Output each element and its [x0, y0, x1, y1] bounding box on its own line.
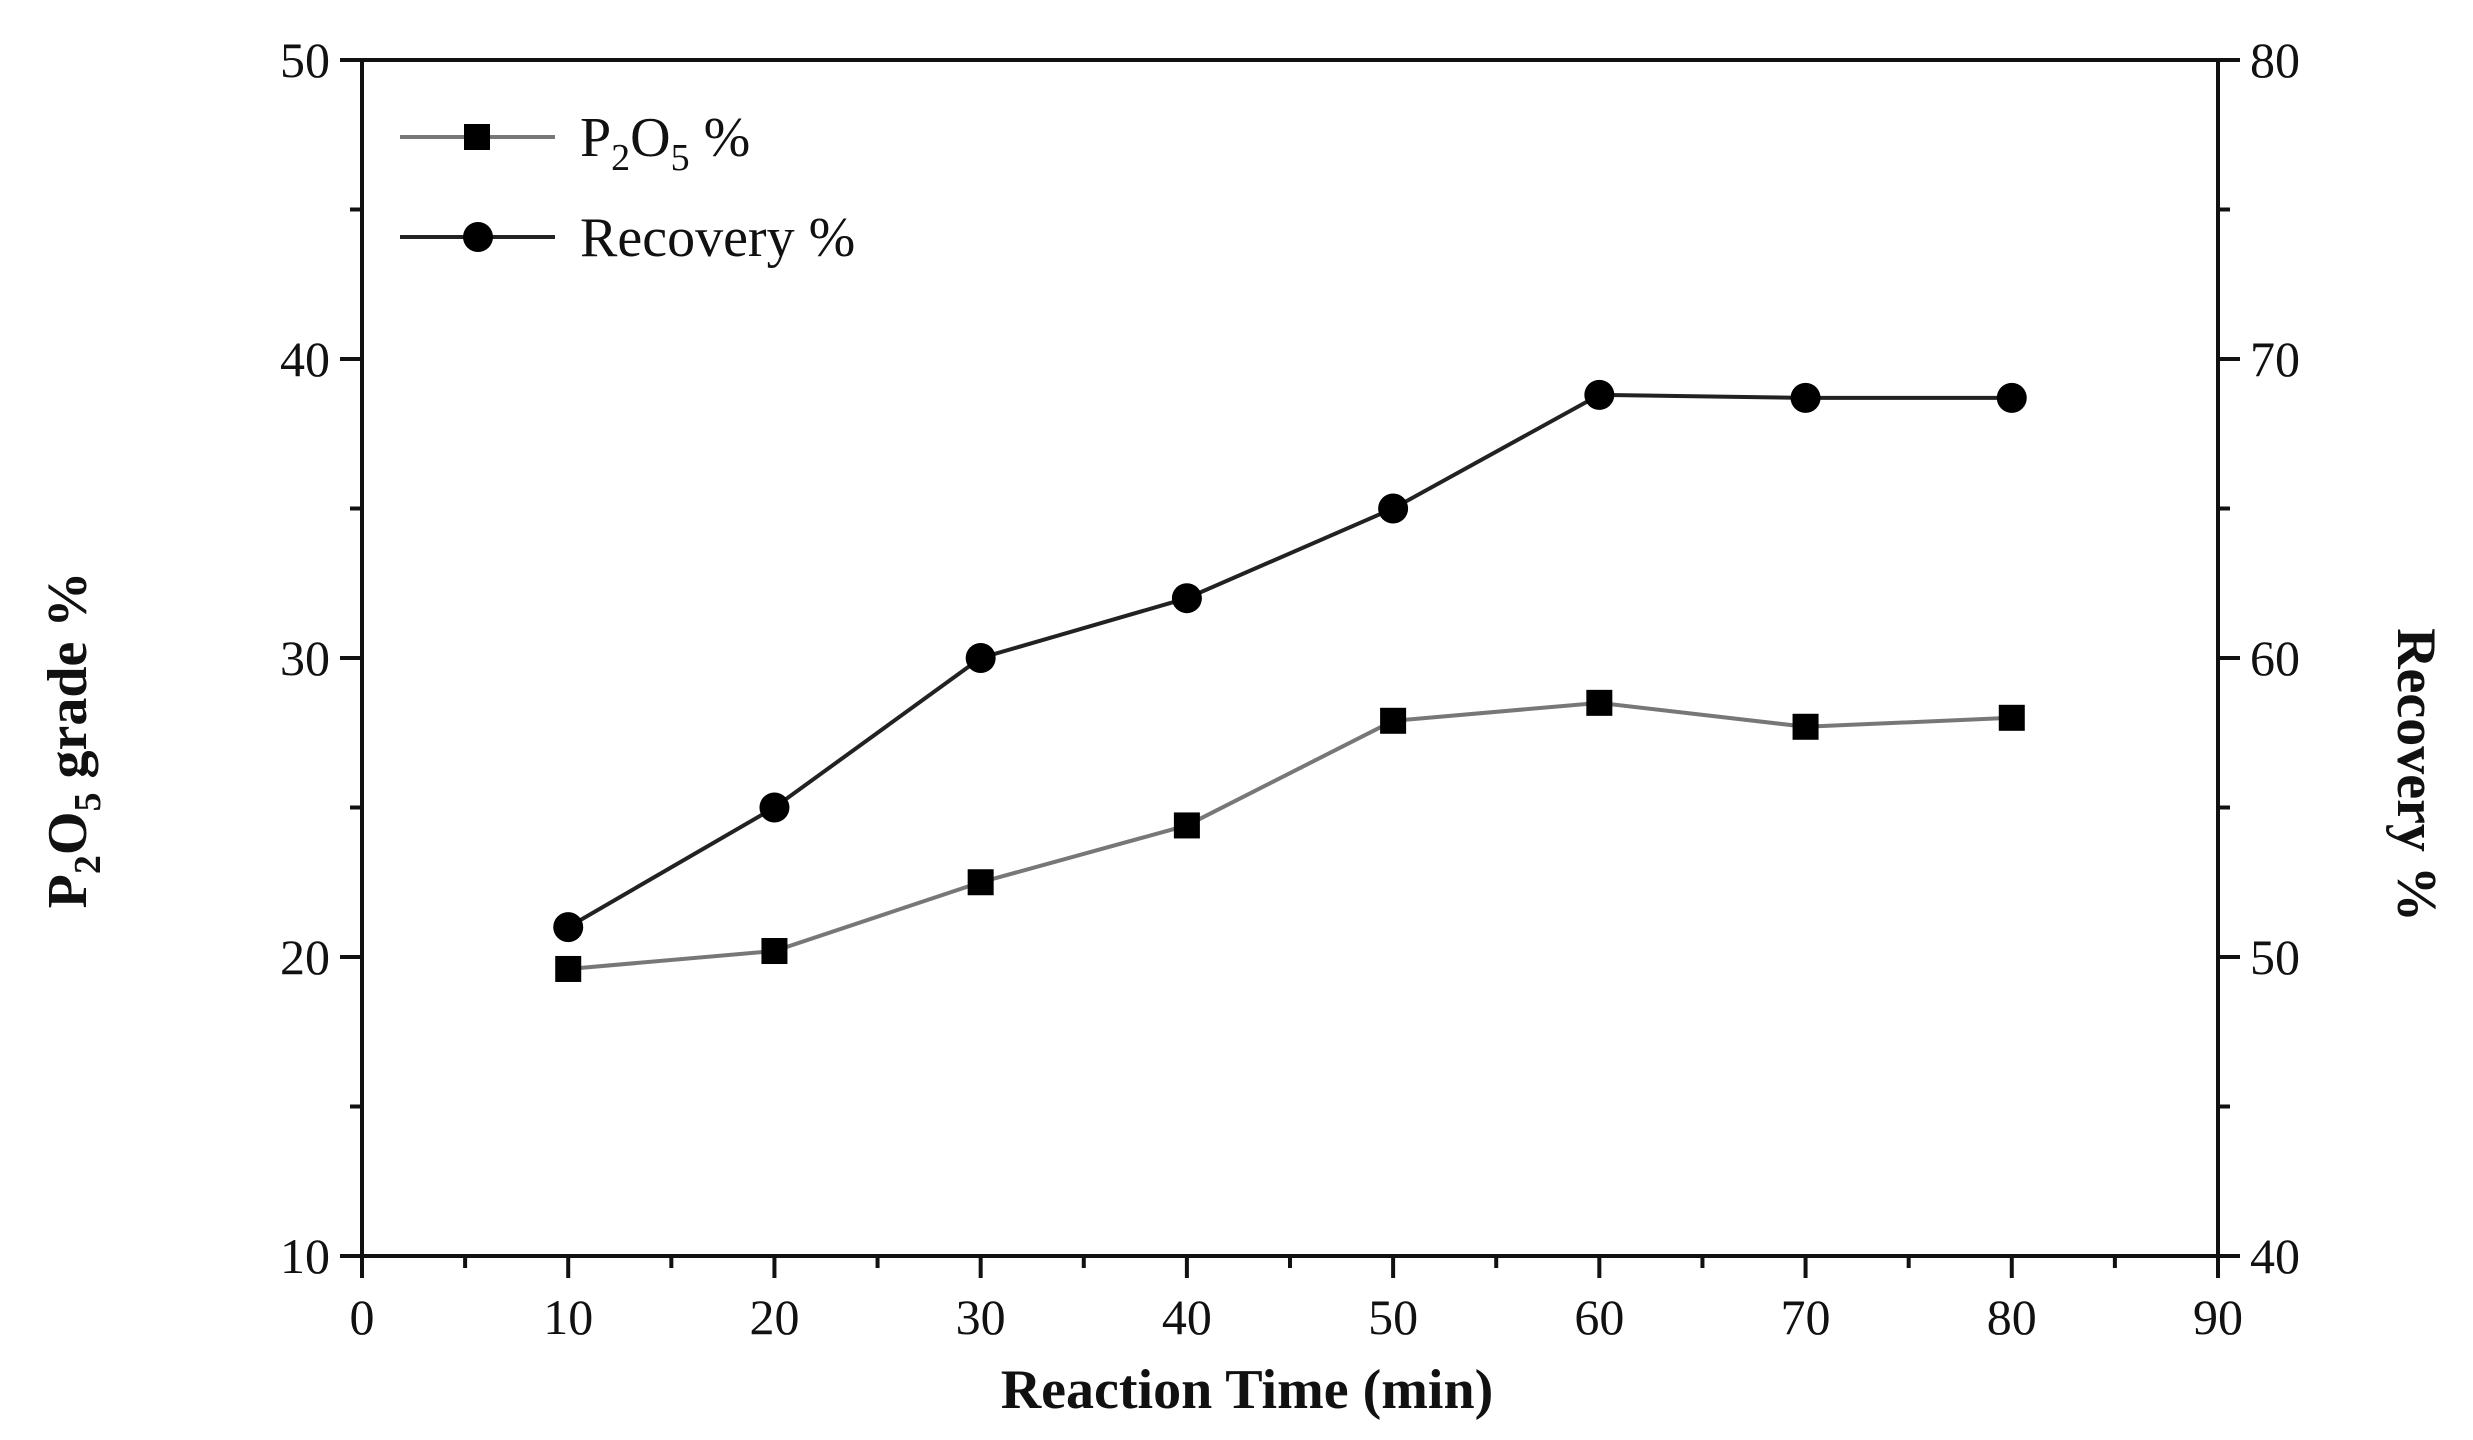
- p2o5-data-point: [1380, 707, 1407, 734]
- recovery-data-point: [1378, 493, 1409, 524]
- y-right-tick-label: 60: [2250, 630, 2300, 686]
- y-right-axis-title: Recovery %: [2385, 628, 2447, 922]
- recovery-data-point: [759, 792, 790, 823]
- p2o5-series-line: [568, 700, 2012, 971]
- legend: P2O5 % Recovery %: [400, 107, 855, 269]
- recovery-data-point: [965, 643, 996, 673]
- x-tick-label: 70: [1781, 1289, 1831, 1345]
- x-axis-ticks: 0 10 20 30 40 50 60 70 80 90: [350, 1256, 2243, 1345]
- series-layer: [553, 379, 2027, 982]
- x-tick-label: 20: [749, 1289, 799, 1345]
- y-right-tick-label: 50: [2250, 929, 2300, 985]
- recovery-data-point: [1584, 379, 1615, 410]
- p2o5-data-point: [967, 869, 994, 896]
- y-left-axis-ticks: 10 20 30 40 50: [280, 32, 362, 1284]
- p2o5-data-point: [1998, 704, 2025, 731]
- x-tick-label: 0: [350, 1289, 375, 1345]
- y-right-axis-ticks: 40 50 60 70 80: [2218, 32, 2300, 1284]
- y-left-tick-label: 50: [280, 32, 330, 88]
- legend-p2o5-marker: [464, 124, 490, 150]
- p2o5-data-point: [555, 955, 582, 982]
- recovery-data-point: [1996, 382, 2027, 413]
- p2o5-data-point: [1586, 689, 1613, 716]
- x-tick-label: 40: [1162, 1289, 1212, 1345]
- recovery-series-line: [567, 392, 2012, 929]
- p2o5-data-point: [1792, 713, 1819, 740]
- legend-p2o5-label: P2O5 %: [580, 107, 750, 179]
- x-tick-label: 50: [1368, 1289, 1418, 1345]
- y-right-tick-label: 70: [2250, 331, 2300, 387]
- x-tick-label: 90: [2193, 1289, 2243, 1345]
- y-left-tick-label: 40: [280, 331, 330, 387]
- p2o5-data-point: [761, 938, 788, 965]
- y-left-axis-title: P2O5 grade %: [37, 572, 109, 909]
- y-left-tick-label: 10: [280, 1228, 330, 1284]
- recovery-data-point: [1171, 583, 1202, 614]
- x-tick-label: 60: [1574, 1289, 1624, 1345]
- x-tick-label: 30: [956, 1289, 1006, 1345]
- y-left-tick-label: 30: [280, 630, 330, 686]
- y-right-tick-label: 80: [2250, 32, 2300, 88]
- y-left-tick-label: 20: [280, 929, 330, 985]
- p2o5-data-point: [1173, 812, 1200, 839]
- legend-recovery-label: Recovery %: [580, 207, 855, 269]
- recovery-data-point: [553, 912, 584, 943]
- recovery-data-point: [1790, 382, 1821, 413]
- x-axis-title: Reaction Time (min): [1001, 1359, 1494, 1421]
- x-tick-label: 80: [1987, 1289, 2037, 1345]
- legend-recovery-marker: [463, 222, 493, 252]
- y-right-tick-label: 40: [2250, 1228, 2300, 1284]
- x-tick-label: 10: [543, 1289, 593, 1345]
